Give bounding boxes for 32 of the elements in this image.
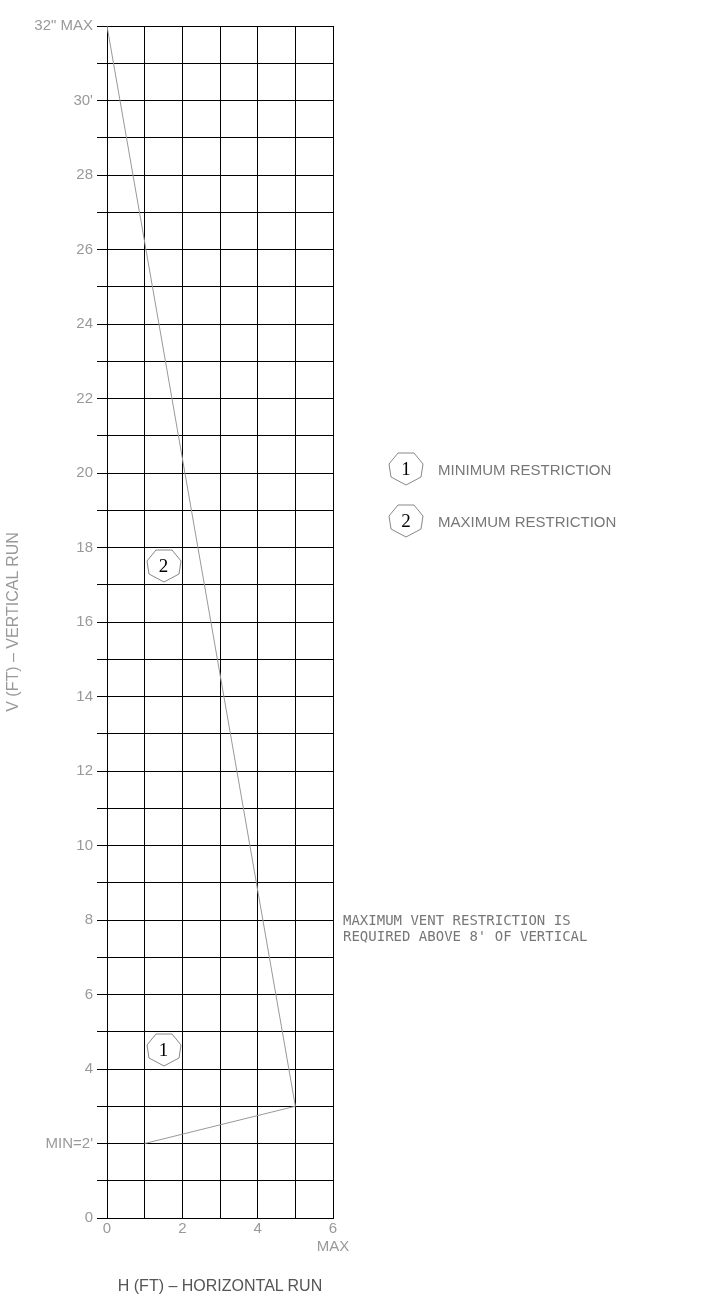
text: MINIMUM RESTRICTION [438, 460, 612, 478]
text: MAXIMUM VENT RESTRICTION IS REQUIRED ABOVE 8' OF VERTICAL [343, 912, 589, 944]
x-tick-label: 2 [178, 1219, 187, 1237]
y-tick-label: 12 [76, 761, 93, 779]
y-tick-label: MIN=2' [45, 1133, 94, 1151]
y-tick-label: 22 [76, 388, 93, 406]
hexagon-icon: 2 [145, 549, 182, 584]
y-tick-label: 32" MAX [34, 16, 93, 34]
y-tick-label: 28 [76, 165, 93, 183]
y-tick-label: 6 [84, 984, 93, 1002]
y-tick-label: 4 [84, 1059, 93, 1077]
hexagon-icon: 2 [388, 504, 424, 538]
text: MAXIMUM RESTRICTION [438, 512, 617, 530]
y-axis-title: V (FT) – VERTICAL RUN [4, 532, 22, 712]
y-tick-label: 0 [84, 1208, 93, 1226]
y-tick-label: 18 [76, 537, 93, 555]
x-axis-title: H (FT) – HORIZONTAL RUN [117, 1276, 323, 1294]
y-tick-label: 24 [76, 314, 93, 332]
y-tick-label: 30' [73, 90, 94, 108]
hexagon-icon: 1 [388, 452, 424, 486]
annotation: 2 [158, 555, 169, 578]
x-tick-label: 0 [102, 1219, 112, 1237]
y-tick-label: 26 [76, 239, 93, 257]
x-tick-label: 6 MAX [316, 1219, 350, 1255]
x-tick-label: 4 [253, 1219, 262, 1237]
y-tick-label: 8 [84, 910, 93, 928]
annotation: 1 [158, 1039, 169, 1062]
y-tick-label: 14 [76, 686, 93, 704]
y-tick-label: 10 [76, 835, 93, 853]
hexagon-icon: 1 [145, 1033, 182, 1068]
y-tick-label: 16 [76, 612, 93, 630]
y-tick-label: 20 [76, 463, 93, 481]
